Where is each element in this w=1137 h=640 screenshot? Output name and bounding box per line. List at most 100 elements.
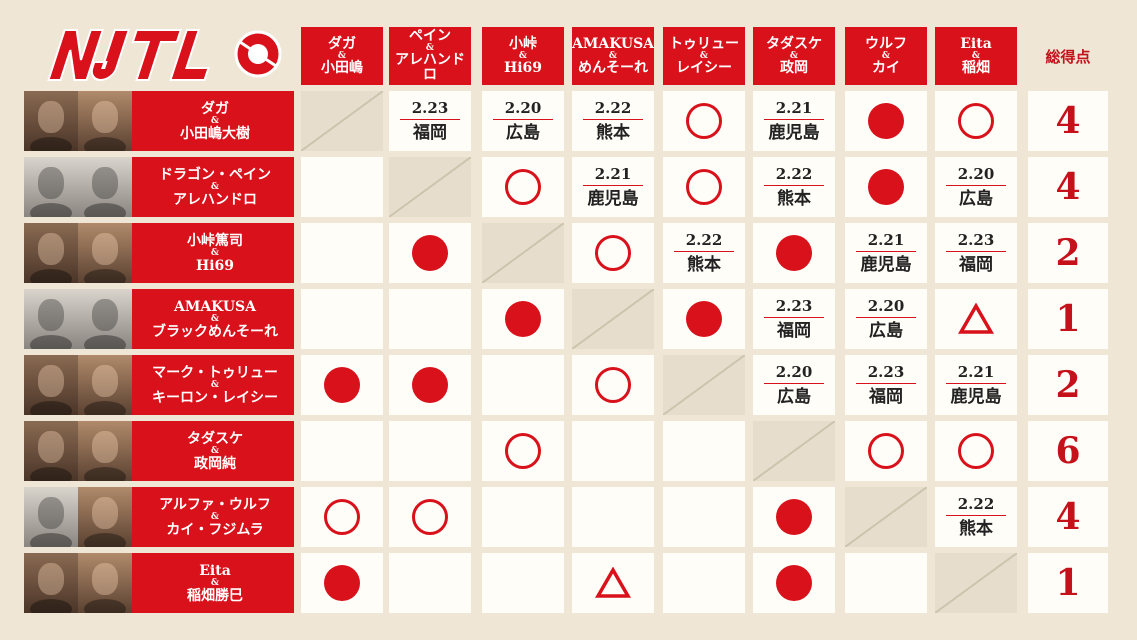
match-cell <box>301 487 383 547</box>
match-cell <box>301 421 383 481</box>
team-name-amp: & <box>210 445 220 456</box>
column-header-top: ウルフ <box>865 35 907 52</box>
column-header-bottom: 政岡 <box>780 59 808 76</box>
win-mark-icon <box>324 565 360 601</box>
win-mark-icon <box>868 169 904 205</box>
win-mark-icon <box>324 367 360 403</box>
column-header-4: AMAKUSA & めんそーれ <box>572 27 654 85</box>
team-name-bottom: 稲畑勝巳 <box>187 587 243 604</box>
match-venue: 鹿児島 <box>860 254 912 275</box>
match-cell <box>845 421 927 481</box>
team-name: アルファ・ウルフ & カイ・フジムラ <box>132 487 294 547</box>
team-total-points: 2 <box>1028 355 1108 415</box>
win-mark-icon <box>776 235 812 271</box>
team-label-1: ダガ & 小田嶋大樹 <box>24 91 294 151</box>
match-date: 2.20 <box>763 364 825 384</box>
match-venue: 熊本 <box>596 122 630 143</box>
team-name-amp: & <box>210 577 220 588</box>
win-mark-icon <box>412 367 448 403</box>
column-header-amp: & <box>971 50 981 61</box>
loss-mark-icon <box>505 169 541 205</box>
match-cell <box>389 421 471 481</box>
team-name-bottom: 小田嶋大樹 <box>180 125 250 142</box>
match-cell <box>301 91 383 151</box>
team-name-amp: & <box>210 181 220 192</box>
column-header-bottom: 小田嶋 <box>321 59 363 76</box>
column-header-bottom: めんそーれ <box>578 59 648 76</box>
column-header-bottom: 稲畑 <box>962 59 990 76</box>
match-date: 2.23 <box>855 364 917 384</box>
loss-mark-icon <box>595 235 631 271</box>
loss-mark-icon <box>868 433 904 469</box>
match-date: 2.21 <box>855 232 917 252</box>
match-cell <box>753 223 835 283</box>
match-venue: 鹿児島 <box>587 188 639 209</box>
team-name-bottom: アレハンドロ <box>173 191 257 208</box>
loss-mark-icon <box>686 103 722 139</box>
wrestler-photo <box>24 91 78 151</box>
team-name-top: マーク・トゥリュー <box>152 364 278 381</box>
match-date: 2.22 <box>763 166 825 186</box>
match-date: 2.22 <box>673 232 735 252</box>
match-cell <box>301 355 383 415</box>
team-label-5: マーク・トゥリュー & キーロン・レイシー <box>24 355 294 415</box>
match-venue: 広島 <box>777 386 811 407</box>
column-header-2: ペイン & アレハンドロ <box>389 27 471 85</box>
wrestler-photo <box>78 421 132 481</box>
match-cell <box>935 421 1017 481</box>
match-cell: 2.23 福岡 <box>845 355 927 415</box>
match-cell: 2.20 広島 <box>753 355 835 415</box>
wrestler-photo <box>24 421 78 481</box>
match-venue: 福岡 <box>777 320 811 341</box>
match-cell <box>935 553 1017 613</box>
match-cell: 2.20 広島 <box>482 91 564 151</box>
match-date: 2.21 <box>763 100 825 120</box>
match-cell <box>572 487 654 547</box>
match-cell <box>572 421 654 481</box>
team-name-top: アルファ・ウルフ <box>159 496 271 513</box>
wrestler-photo <box>78 157 132 217</box>
match-date: 2.21 <box>945 364 1007 384</box>
loss-mark-icon <box>505 433 541 469</box>
wrestler-photo <box>78 223 132 283</box>
total-points-header: 総得点 <box>1045 47 1091 66</box>
wrestler-photo <box>78 355 132 415</box>
match-cell: 2.23 福岡 <box>389 91 471 151</box>
column-header-bottom: カイ <box>872 59 900 76</box>
column-header-amp: & <box>881 50 891 61</box>
column-header-top: タダスケ <box>766 35 822 52</box>
column-header-3: 小峠 & Hi69 <box>482 27 564 85</box>
match-venue: 福岡 <box>959 254 993 275</box>
column-header-amp: & <box>699 50 709 61</box>
match-cell <box>482 421 564 481</box>
team-label-3: 小峠篤司 & Hi69 <box>24 223 294 283</box>
match-date: 2.22 <box>945 496 1007 516</box>
team-name: ダガ & 小田嶋大樹 <box>132 91 294 151</box>
match-cell <box>301 157 383 217</box>
match-cell: 2.21 鹿児島 <box>935 355 1017 415</box>
match-cell <box>389 157 471 217</box>
team-total-points: 4 <box>1028 157 1108 217</box>
match-cell: 2.23 福岡 <box>753 289 835 349</box>
match-cell: 2.21 鹿児島 <box>845 223 927 283</box>
wrestler-photo <box>24 355 78 415</box>
match-venue: 広島 <box>506 122 540 143</box>
loss-mark-icon <box>324 499 360 535</box>
match-cell <box>301 553 383 613</box>
column-header-amp: & <box>518 50 528 61</box>
win-mark-icon <box>868 103 904 139</box>
team-name-amp: & <box>210 379 220 390</box>
match-cell: 2.21 鹿児島 <box>572 157 654 217</box>
team-name-top: 小峠篤司 <box>187 232 243 249</box>
column-header-top: Eita <box>960 35 992 52</box>
match-venue: 福岡 <box>413 122 447 143</box>
match-cell <box>389 289 471 349</box>
column-header-amp: & <box>425 43 435 53</box>
loss-mark-icon <box>686 169 722 205</box>
team-name-amp: & <box>210 313 220 324</box>
team-name-amp: & <box>210 115 220 126</box>
match-cell <box>482 223 564 283</box>
draw-mark-icon <box>958 303 994 334</box>
match-cell <box>845 487 927 547</box>
match-cell <box>663 487 745 547</box>
